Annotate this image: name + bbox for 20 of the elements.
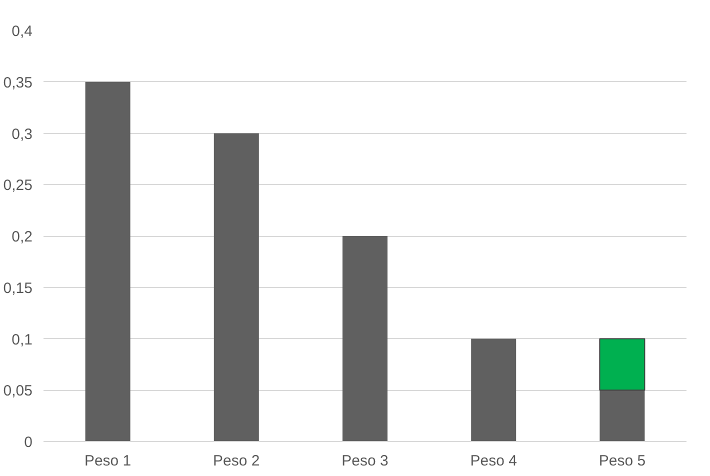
bar xyxy=(471,338,516,442)
bar xyxy=(342,236,388,442)
y-tick-label: 0 xyxy=(24,434,32,451)
y-tick-label: 0,35 xyxy=(3,74,33,92)
bar xyxy=(599,338,646,391)
y-tick-label: 0,4 xyxy=(12,23,33,40)
y-tick-label: 0,05 xyxy=(3,382,33,400)
y-tick-label: 0,15 xyxy=(3,280,33,297)
x-tick-label: Peso 4 xyxy=(470,452,517,470)
y-tick-label: 0,2 xyxy=(12,228,33,246)
y-tick-label: 0,3 xyxy=(12,126,33,143)
bar xyxy=(85,82,130,442)
x-tick-label: Peso 3 xyxy=(342,452,388,470)
y-tick-label: 0,1 xyxy=(12,331,33,348)
bar xyxy=(600,390,645,442)
x-tick-label: Peso 1 xyxy=(84,452,132,470)
bar xyxy=(214,133,259,442)
y-tick-label: 0,25 xyxy=(3,177,33,194)
x-tick-label: Peso 2 xyxy=(213,452,260,470)
x-tick-label: Peso 5 xyxy=(598,452,646,470)
